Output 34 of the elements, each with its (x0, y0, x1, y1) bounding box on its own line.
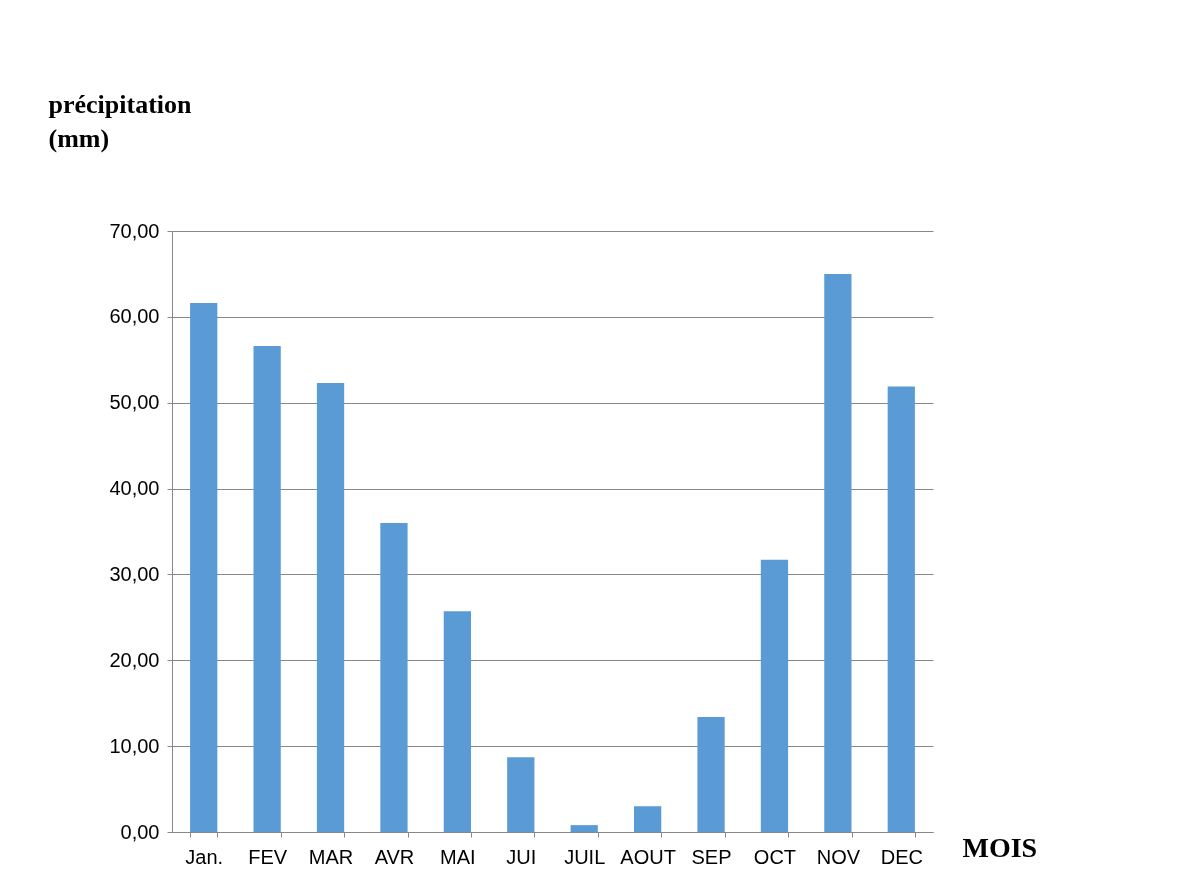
x-tick-label: AOUT (620, 845, 676, 868)
bar (443, 611, 472, 832)
bar (570, 825, 598, 832)
x-tick-label: AVR (374, 845, 415, 868)
y-tick-label: 40,00 (109, 477, 160, 500)
y-tick-label: 50,00 (109, 391, 160, 414)
y-tick-label: 10,00 (109, 734, 160, 757)
x-tick-label: FEV (248, 845, 288, 868)
bar (760, 559, 789, 832)
x-tick-label: NOV (816, 845, 861, 868)
x-tick-label: MAI (440, 845, 476, 868)
bar (316, 382, 345, 832)
y-tick-label: 60,00 (109, 305, 160, 328)
y-tick-label: 70,00 (109, 219, 160, 242)
x-tick-label: JUIL (564, 845, 606, 868)
bar (633, 806, 662, 832)
bar (380, 522, 408, 832)
x-axis-title: MOIS (962, 831, 1038, 863)
y-tick-label: 0,00 (120, 820, 160, 843)
bar (507, 757, 535, 832)
bar (887, 386, 915, 832)
x-tick-label: Jan. (185, 845, 224, 868)
x-tick-label: DEC (880, 845, 923, 868)
bar (697, 716, 725, 832)
bar (190, 303, 218, 832)
y-axis-title: précipitation (mm) (48, 89, 193, 153)
y-tick-label: 20,00 (109, 648, 160, 671)
bar (253, 346, 281, 832)
y-tick-label: 30,00 (109, 562, 160, 585)
x-tick-label: JUI (506, 845, 537, 868)
x-tick-label: SEP (691, 845, 732, 868)
bar (824, 273, 852, 832)
x-tick-label: OCT (753, 845, 797, 868)
x-tick-label: MAR (308, 845, 354, 868)
